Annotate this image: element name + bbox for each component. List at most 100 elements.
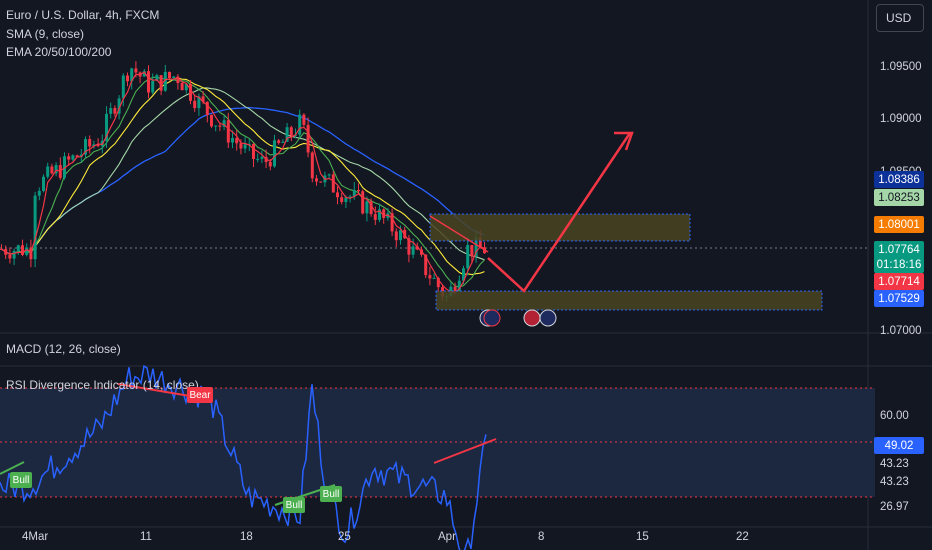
ema-legend[interactable]: EMA 20/50/100/200 bbox=[6, 45, 112, 59]
candle-body bbox=[222, 120, 226, 127]
date-tick-label: 15 bbox=[636, 531, 649, 543]
price-badge: 1.08001 bbox=[874, 216, 924, 233]
candle-body bbox=[176, 76, 180, 84]
candles bbox=[0, 61, 486, 302]
candle-body bbox=[474, 237, 478, 257]
candle-body bbox=[159, 75, 163, 91]
projection-arrowhead bbox=[614, 131, 634, 151]
candle-body bbox=[75, 155, 79, 157]
candle-body bbox=[348, 196, 352, 198]
rsi-path bbox=[0, 364, 487, 550]
price-badge: 1.07764 bbox=[874, 241, 924, 258]
candle-body bbox=[331, 174, 335, 193]
candle-body bbox=[163, 71, 167, 91]
price-badge: 01:18:16 bbox=[874, 256, 924, 273]
candle-body bbox=[210, 115, 213, 127]
candle-body bbox=[436, 278, 440, 288]
candle-body bbox=[92, 144, 96, 147]
price-badge: 1.07529 bbox=[874, 290, 924, 307]
candle-body bbox=[33, 195, 37, 260]
candle-body bbox=[214, 125, 218, 127]
chart-title: Euro / U.S. Dollar, 4h, FXCM bbox=[6, 8, 160, 22]
candle-body bbox=[184, 84, 188, 91]
candle-body bbox=[197, 96, 201, 109]
candle-body bbox=[390, 213, 394, 232]
candle-body bbox=[84, 139, 87, 155]
candle-body bbox=[109, 108, 113, 114]
candle-body bbox=[453, 286, 457, 292]
candle-body bbox=[168, 71, 171, 79]
candle-body bbox=[357, 190, 360, 192]
candle-body bbox=[189, 84, 192, 101]
event-flag-icon[interactable] bbox=[523, 309, 557, 327]
sma-legend[interactable]: SMA (9, close) bbox=[6, 27, 85, 41]
candle-body bbox=[21, 245, 24, 255]
candle-body bbox=[289, 127, 293, 136]
candle-body bbox=[130, 68, 134, 82]
candle-body bbox=[12, 250, 16, 259]
ema50-line bbox=[1, 77, 485, 276]
candle-body bbox=[268, 162, 272, 167]
rsi-tick-label: 60.00 bbox=[880, 410, 909, 422]
rsi-tick-label: 43.23 bbox=[880, 476, 909, 488]
sma-path bbox=[1, 71, 485, 294]
candle-body bbox=[256, 158, 260, 160]
candle-body bbox=[54, 165, 58, 174]
ema20-line bbox=[1, 76, 485, 288]
candle-body bbox=[277, 140, 281, 143]
candle-body bbox=[8, 254, 12, 259]
candle-body bbox=[394, 231, 398, 241]
candle-body bbox=[205, 101, 209, 116]
price-tick-label: 1.09000 bbox=[880, 113, 922, 125]
currency-button[interactable]: USD bbox=[876, 4, 924, 32]
bull-signal-label: Bull bbox=[10, 472, 32, 488]
candle-body bbox=[361, 191, 365, 214]
macd-legend[interactable]: MACD (12, 26, close) bbox=[6, 342, 121, 356]
bear-signal-label: Bear bbox=[187, 387, 213, 403]
rsi-line bbox=[0, 364, 487, 550]
date-tick-label: 8 bbox=[538, 531, 544, 543]
time-axis: 4Mar 11 18 25 Apr 8 15 22 bbox=[22, 531, 749, 543]
rsi-tick-label: 43.23 bbox=[880, 458, 909, 470]
candle-body bbox=[180, 83, 184, 91]
date-tick-label: 25 bbox=[338, 531, 351, 543]
rsi-legend[interactable]: RSI Divergence Indicator (14, close) bbox=[6, 378, 199, 392]
candle-body bbox=[193, 100, 197, 109]
price-tick-label: 1.07000 bbox=[880, 325, 922, 337]
date-tick-label: 4Mar bbox=[22, 531, 48, 543]
candle-body bbox=[29, 247, 33, 260]
candle-body bbox=[306, 124, 310, 153]
candle-body bbox=[382, 209, 386, 218]
date-tick-label: 11 bbox=[140, 531, 152, 543]
candle-body bbox=[201, 96, 205, 102]
candle-body bbox=[25, 247, 29, 255]
event-flag-icon[interactable] bbox=[479, 309, 501, 327]
candle-body bbox=[281, 141, 285, 143]
candle-body bbox=[142, 71, 146, 77]
candle-body bbox=[155, 75, 159, 81]
candle-body bbox=[71, 155, 75, 160]
candle-body bbox=[96, 144, 100, 147]
candle-body bbox=[302, 114, 306, 125]
bull-signal-label: Bull bbox=[320, 486, 342, 502]
candle-body bbox=[399, 229, 402, 241]
candle-body bbox=[42, 176, 45, 191]
candle-body bbox=[243, 144, 247, 149]
candle-body bbox=[134, 68, 138, 73]
price-badge: 1.07714 bbox=[874, 273, 924, 290]
candle-body bbox=[235, 138, 239, 144]
price-badge: 1.08386 bbox=[874, 171, 924, 188]
candle-body bbox=[50, 166, 54, 174]
candle-body bbox=[310, 152, 314, 179]
candle-body bbox=[378, 209, 381, 220]
rsi-tick-label: 26.97 bbox=[880, 501, 909, 513]
candle-body bbox=[63, 156, 66, 178]
rsi-current-badge: 49.02 bbox=[874, 437, 924, 454]
projection-path[interactable] bbox=[487, 132, 632, 293]
candle-body bbox=[466, 244, 470, 269]
divergence-trendline bbox=[433, 438, 497, 464]
support-zone[interactable] bbox=[435, 290, 823, 311]
candle-body bbox=[369, 201, 373, 215]
price-trendline bbox=[429, 215, 489, 253]
